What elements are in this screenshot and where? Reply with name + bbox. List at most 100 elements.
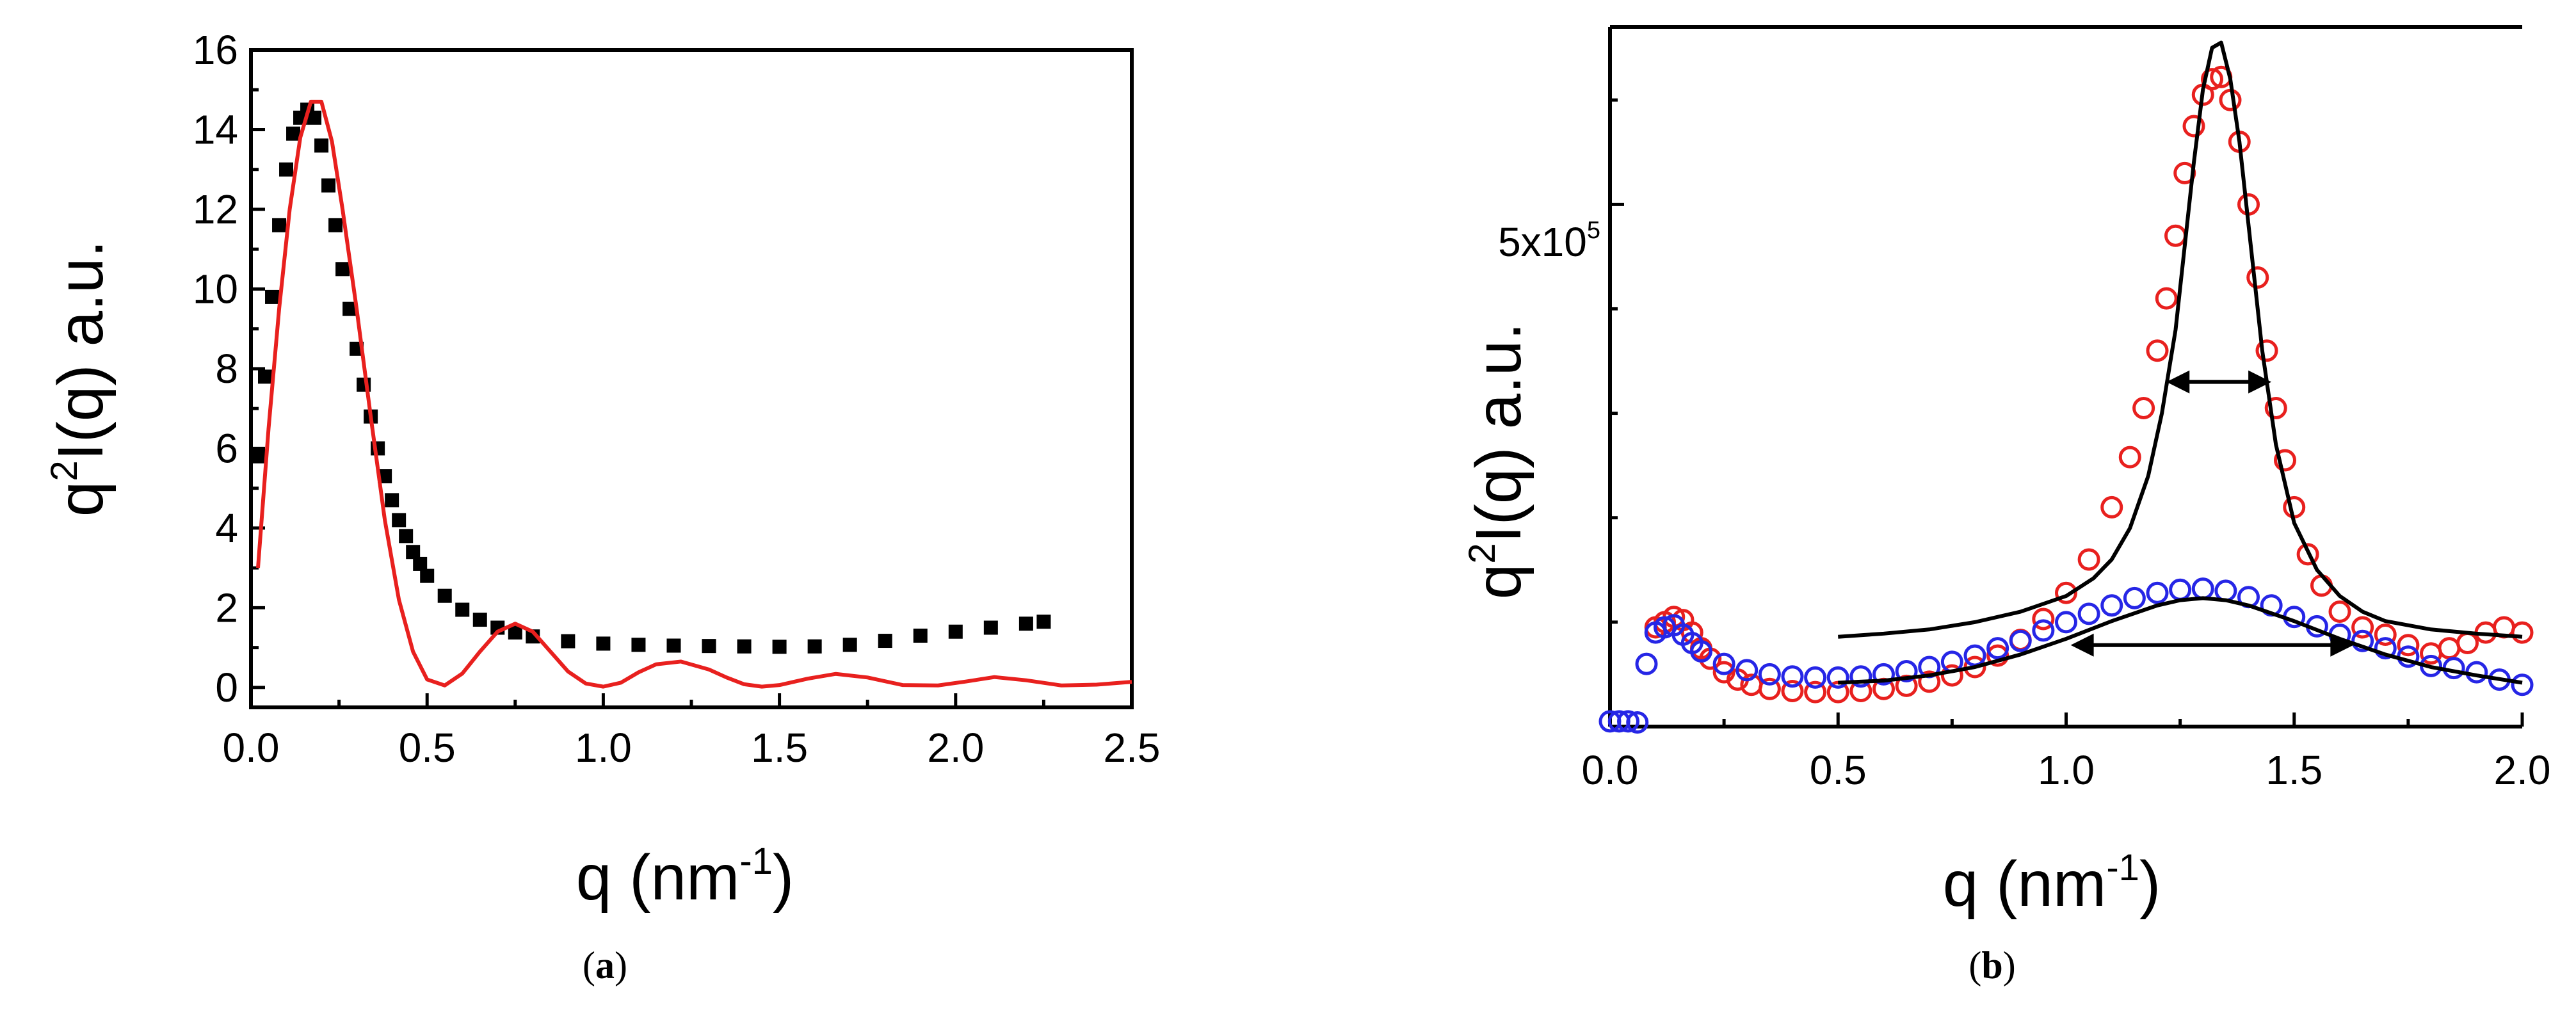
data-point-square	[737, 639, 752, 654]
x-tick-label-b: 1.5	[2266, 747, 2322, 793]
data-point-circle	[2077, 548, 2100, 571]
data-point-square	[251, 449, 266, 463]
data-point-circle	[1804, 666, 1827, 689]
data-point-circle	[2077, 602, 2100, 625]
data-point-circle	[2264, 396, 2287, 419]
data-point-circle	[1781, 680, 1804, 703]
data-point-circle	[1758, 663, 1781, 686]
x-tick-label-a: 2.5	[1104, 725, 1161, 771]
data-point-square	[314, 138, 329, 153]
data-point-circle	[2374, 623, 2397, 646]
data-point-circle	[2351, 616, 2374, 639]
data-point-circle	[2169, 578, 2192, 601]
x-tick-label-a: 0.0	[223, 725, 280, 771]
data-point-square	[413, 556, 428, 571]
y-tick-label-a: 6	[215, 425, 238, 471]
data-point-square	[335, 262, 350, 277]
chart-panel-a: 0.0 0.5 1.0 1.5 2.0 2.5 0 2 4 6 8 10 12 14 16 q (nm-1)…	[44, 27, 1160, 986]
data-point-circle	[2191, 577, 2214, 600]
y-tick-label-a: 10	[193, 266, 238, 312]
data-point-square	[807, 639, 822, 654]
data-point-circle	[2009, 629, 2032, 652]
data-point-square	[342, 302, 357, 316]
data-point-square	[772, 640, 787, 654]
data-point-circle	[1804, 680, 1827, 704]
caption-a: (a)	[583, 944, 627, 986]
y-tick-label-a: 8	[215, 346, 238, 392]
y-tick-label-a: 2	[215, 584, 238, 631]
x-tick-label-a: 1.5	[751, 725, 808, 771]
data-point-square	[392, 513, 407, 527]
data-point-square	[286, 126, 301, 141]
plot-frame-a	[249, 48, 1134, 709]
data-point-circle	[2328, 600, 2351, 624]
x-tick-label-b: 0.0	[1582, 747, 1639, 793]
data-point-circle	[1758, 677, 1781, 700]
data-point-circle	[1963, 644, 1986, 667]
data-point-square	[842, 638, 857, 652]
data-point-circle	[1826, 666, 1849, 689]
data-point-circle	[1986, 637, 2009, 660]
data-point-circle	[2201, 68, 2223, 91]
data-point-square	[385, 493, 399, 508]
data-point-circle	[1849, 665, 1872, 688]
data-point-square	[258, 369, 273, 384]
data-point-square	[472, 613, 487, 627]
x-tick-label-a: 1.0	[575, 725, 632, 771]
y-axis-label-b: q2I(q) a.u.	[1461, 323, 1534, 599]
data-point-square	[1036, 615, 1051, 629]
x-tick-label-b: 2.0	[2494, 747, 2551, 793]
data-point-circle	[2351, 629, 2374, 652]
data-point-circle	[2164, 224, 2187, 247]
data-point-circle	[1626, 711, 1649, 734]
data-point-square	[321, 178, 336, 193]
data-point-circle	[2274, 449, 2296, 472]
data-point-square	[596, 636, 611, 651]
data-point-circle	[2123, 586, 2146, 609]
y-tick-label-a: 12	[193, 186, 238, 232]
data-point-circle	[1635, 652, 1658, 675]
data-point-square	[399, 529, 414, 543]
data-point-circle	[2374, 637, 2397, 660]
data-point-circle	[2146, 581, 2169, 604]
data-point-circle	[1781, 665, 1804, 688]
x-axis-label-a: q (nm-1)	[576, 841, 794, 913]
caption-b: (b)	[1968, 944, 2015, 986]
data-point-circle	[1617, 710, 1639, 733]
y-tick-label-a: 16	[193, 27, 238, 73]
data-point-square	[508, 625, 522, 640]
data-point-circle	[1872, 663, 1895, 686]
data-point-circle	[2219, 88, 2242, 111]
data-point-circle	[2246, 266, 2269, 289]
data-point-circle	[2146, 339, 2169, 362]
series-line-model	[256, 99, 1132, 689]
data-point-square	[702, 639, 716, 654]
data-point-square	[420, 568, 435, 583]
data-point-circle	[2397, 634, 2420, 657]
data-point-circle	[2182, 115, 2205, 138]
data-point-circle	[2032, 608, 2055, 631]
data-point-square	[437, 588, 452, 603]
data-point-square	[455, 602, 470, 617]
data-point-circle	[2100, 495, 2123, 519]
y-tick-label-a: 14	[193, 106, 238, 152]
data-point-square	[666, 638, 681, 653]
data-point-square	[272, 218, 287, 232]
data-point-square	[1018, 616, 1033, 631]
data-point-circle	[2456, 631, 2479, 654]
chart-panel-b: 0.0 0.5 1.0 1.5 2.0 5x105 q (nm-1) q2I(q) a.…	[1461, 25, 2551, 986]
data-point-circle	[1690, 640, 1712, 663]
y-tick-label-a: 0	[215, 664, 238, 711]
data-point-square	[561, 634, 576, 648]
data-point-circle	[2511, 673, 2534, 696]
data-point-square	[328, 218, 343, 232]
data-point-circle	[1940, 664, 1963, 687]
data-point-circle	[2055, 581, 2077, 604]
data-point-circle	[2255, 339, 2278, 362]
data-point-circle	[2032, 619, 2055, 642]
data-point-circle	[1895, 660, 1918, 683]
data-point-circle	[2132, 396, 2155, 419]
data-point-square	[307, 110, 322, 125]
data-point-circle	[2118, 446, 2141, 469]
y-tick-label-a: 4	[215, 505, 238, 551]
